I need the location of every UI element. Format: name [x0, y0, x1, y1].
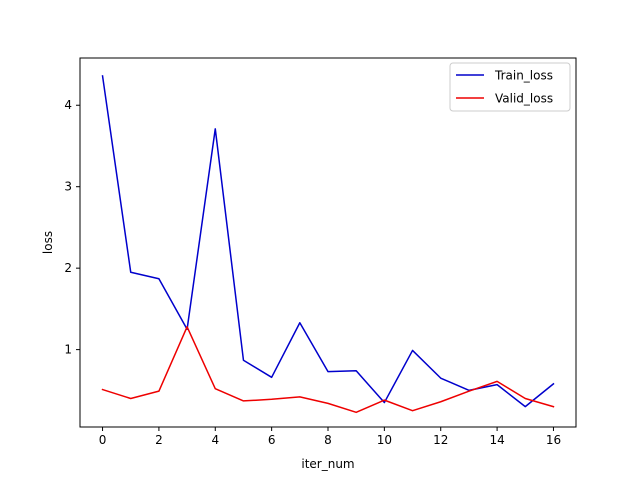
y-tick-label: 4	[64, 98, 72, 112]
y-tick-label: 1	[64, 343, 72, 357]
y-axis-ticks: 1 2 3 4	[64, 98, 80, 357]
series-line-valid-loss	[101, 326, 555, 414]
x-tick-label: 0	[99, 433, 107, 447]
legend: Train_loss Valid_loss	[449, 62, 571, 112]
legend-label: Train_loss	[494, 69, 553, 83]
y-tick-label: 3	[64, 180, 72, 194]
x-tick-label: 14	[489, 433, 504, 447]
legend-label: Valid_loss	[495, 92, 553, 106]
x-tick-label: 6	[268, 433, 276, 447]
x-tick-label: 4	[211, 433, 219, 447]
y-tick-label: 2	[64, 261, 72, 275]
x-tick-label: 12	[433, 433, 448, 447]
y-axis-label: loss	[41, 231, 55, 254]
x-axis-label: iter_num	[301, 457, 354, 471]
x-tick-label: 10	[377, 433, 392, 447]
legend-entries: Train_loss Valid_loss	[456, 69, 553, 106]
plot-frame	[79, 57, 577, 428]
plot-background	[80, 58, 576, 427]
x-tick-label: 8	[324, 433, 332, 447]
x-axis-ticks: 0 2 4 6 8 10 12 14 16	[99, 427, 561, 447]
series-layer	[101, 75, 555, 414]
x-tick-label: 16	[546, 433, 561, 447]
x-tick-label: 2	[155, 433, 163, 447]
